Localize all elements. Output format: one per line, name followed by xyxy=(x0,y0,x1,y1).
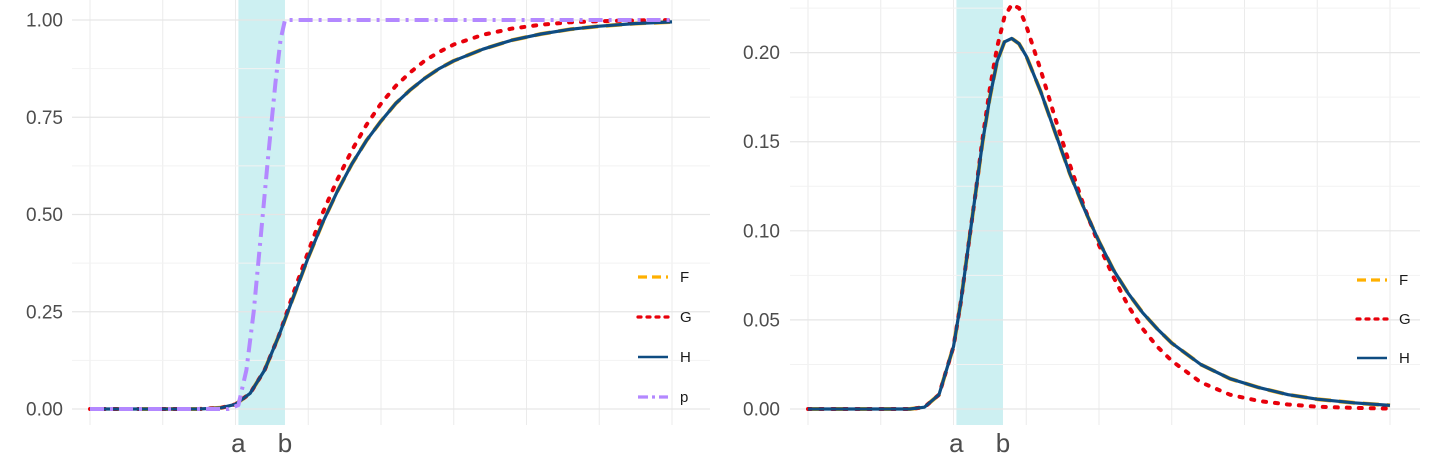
legend-label-F: F xyxy=(1399,272,1408,289)
x-tick-label-b: b xyxy=(996,428,1010,458)
legend-label-H: H xyxy=(1399,350,1410,367)
y-tick-label: 0.10 xyxy=(743,221,780,242)
y-tick-label: 0.20 xyxy=(743,43,780,64)
pdf-panel: 0.00 0.05 0.10 0.15 0.20 a b F G H xyxy=(743,0,1420,458)
cdf-panel: 0.00 0.25 0.50 0.75 1.00 a b F G Hp xyxy=(26,0,710,458)
y-tick-label: 0.15 xyxy=(743,132,780,153)
series-line-H xyxy=(808,36,1391,411)
y-tick-label: 0.25 xyxy=(26,302,63,323)
legend-label-H: H xyxy=(680,349,691,366)
legend-label-p: p xyxy=(680,389,688,406)
y-tick-label: 0.50 xyxy=(26,205,63,226)
y-tick-label: 0.75 xyxy=(26,108,63,129)
y-tick-label: 0.00 xyxy=(26,400,63,421)
legend-label-F: F xyxy=(680,269,689,286)
y-tick-label: 0.05 xyxy=(743,310,780,331)
x-tick-label-b: b xyxy=(278,428,292,458)
series-line-p xyxy=(90,18,672,411)
x-tick-label-a: a xyxy=(231,428,246,458)
legend-label-G: G xyxy=(680,309,692,326)
series-line-H xyxy=(90,20,673,411)
y-tick-label: 1.00 xyxy=(26,11,63,32)
x-tick-label-a: a xyxy=(949,428,964,458)
legend-label-G: G xyxy=(1399,311,1411,328)
y-tick-label: 0.00 xyxy=(743,400,780,421)
